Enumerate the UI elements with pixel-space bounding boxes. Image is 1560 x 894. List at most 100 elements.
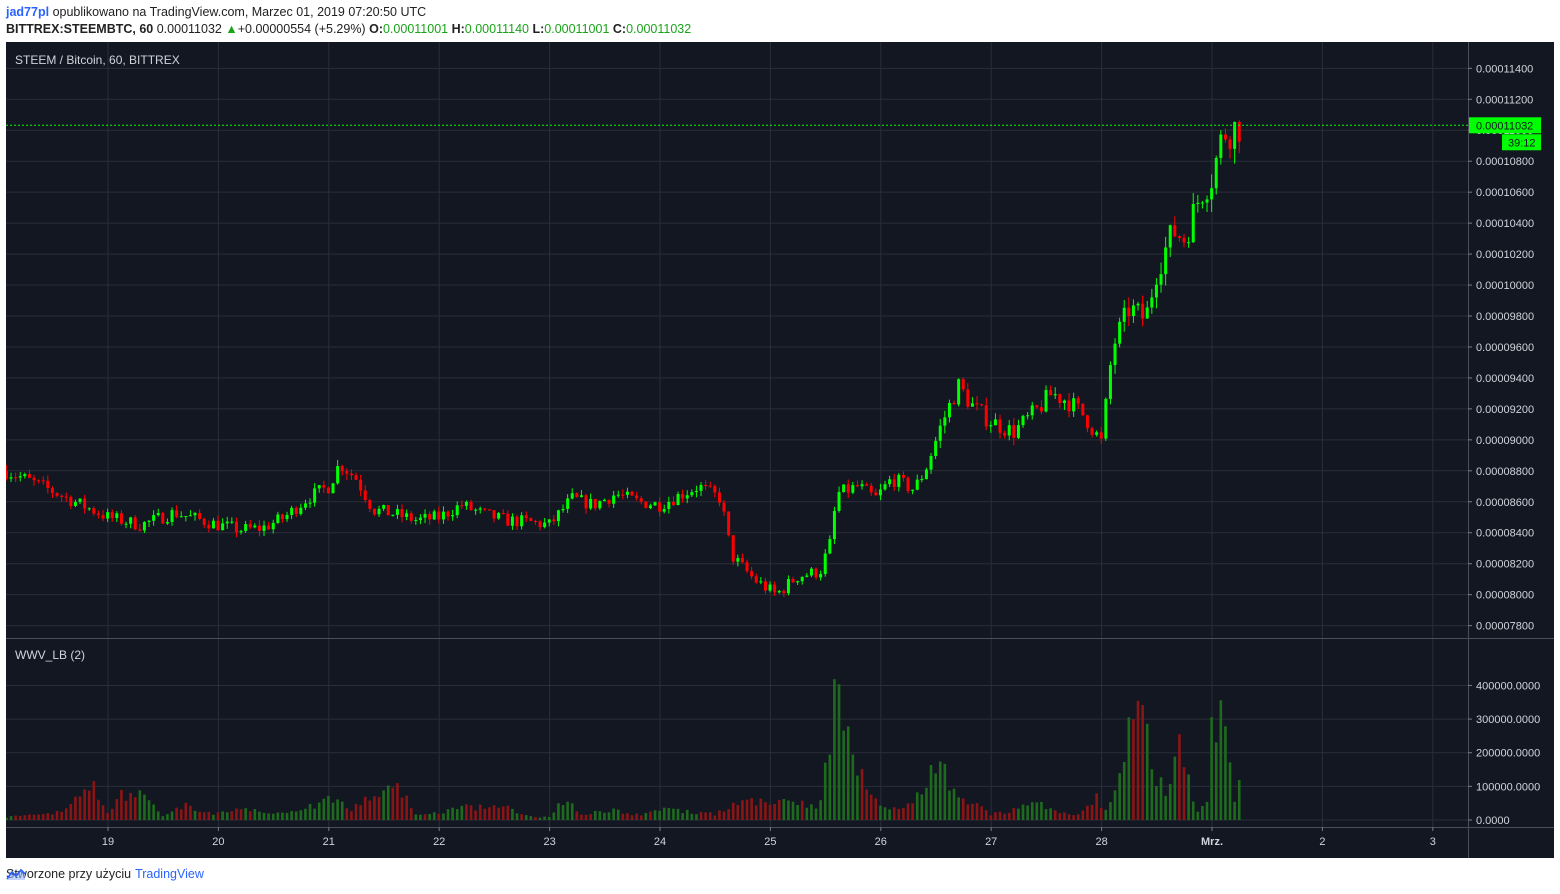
volume-bar (64, 808, 68, 820)
price-tick-label: 0.00010600 (1476, 187, 1534, 199)
candle-body (253, 525, 257, 528)
volume-bar (984, 810, 988, 820)
candle-body (349, 473, 353, 476)
tradingview-logo-icon (6, 868, 26, 880)
candle-body (1141, 303, 1145, 319)
volume-bar (69, 804, 73, 820)
volume-bar (630, 815, 634, 820)
volume-bar (846, 726, 850, 820)
candle-body (791, 579, 795, 583)
candle-body (483, 508, 487, 510)
chart-panel[interactable]: 0.000114000.000112000.000110000.00010800… (6, 42, 1554, 858)
volume-bar (451, 807, 454, 820)
candle-body (391, 514, 395, 516)
last-price-badge-label: 0.00011032 (1476, 120, 1533, 132)
volume-bar (32, 814, 36, 820)
volume-bar (1017, 808, 1020, 820)
volume-bar (938, 761, 942, 820)
volume-bar (28, 814, 31, 820)
volume-bar (1104, 809, 1108, 820)
last-price: 0.00011032 (156, 22, 222, 36)
candle-body (308, 502, 312, 504)
author-link[interactable]: jad77pl (6, 5, 50, 19)
volume-bar (1145, 723, 1149, 820)
candle-body (303, 503, 307, 508)
volume-bar (612, 808, 615, 820)
candle-body (322, 485, 326, 488)
price-tick-label: 0.00008200 (1476, 559, 1534, 571)
time-tick-label: 27 (985, 836, 997, 848)
candle-body (267, 525, 271, 530)
volume-bar (819, 800, 822, 820)
volume-bar (244, 808, 247, 820)
chart-svg[interactable]: 0.000114000.000112000.000110000.00010800… (6, 42, 1554, 858)
candle-body (782, 590, 786, 594)
volume-bar (681, 813, 684, 820)
volume-bar (189, 805, 192, 820)
candle-body (1049, 389, 1053, 396)
candle-body (648, 505, 652, 509)
volume-bar (216, 812, 220, 820)
volume-bar (317, 802, 321, 820)
volume-bar (1164, 795, 1167, 820)
volume-bar (534, 817, 537, 820)
published-text: opublikowano na TradingView.com, Marzec … (52, 5, 427, 19)
volume-bar (382, 790, 385, 820)
candle-body (892, 479, 896, 487)
candle-body (142, 521, 146, 531)
candle-body (694, 490, 698, 493)
open-value: 0.00011001 (382, 22, 449, 36)
candle-body (809, 568, 813, 576)
candle-body (331, 483, 335, 494)
candle-body (234, 521, 238, 533)
volume-bar (193, 810, 197, 820)
candle-body (437, 511, 441, 520)
volume-bar (649, 811, 652, 820)
candle-body (1062, 400, 1066, 404)
low-value: 0.00011001 (544, 22, 610, 36)
volume-bar (952, 788, 956, 820)
volume-bar (1201, 805, 1204, 820)
volume-bar (538, 817, 542, 820)
candle-body (727, 511, 731, 536)
volume-bar (175, 807, 178, 820)
volume-bar (235, 808, 238, 820)
volume-bar (750, 798, 753, 820)
candle-body (630, 491, 634, 496)
candle-body (561, 508, 565, 511)
volume-bar (419, 814, 422, 820)
price-tick-label: 0.00008400 (1476, 528, 1534, 540)
candle-body (73, 501, 77, 506)
volume-bar (432, 812, 436, 820)
candle-body (579, 495, 583, 498)
candle-body (612, 495, 616, 504)
candle-body (570, 493, 574, 499)
tradingview-link[interactable]: TradingView (6, 867, 204, 881)
volume-tick-label: 100000.0000 (1476, 781, 1540, 793)
volume-bar (1118, 773, 1121, 820)
candle-body (607, 499, 611, 504)
candle-body (441, 511, 445, 520)
volume-bar (520, 814, 523, 820)
candle-body (1145, 307, 1149, 319)
candle-body (984, 405, 988, 427)
volume-bar (805, 807, 809, 820)
candle-body (754, 576, 758, 583)
candle-body (368, 499, 372, 509)
volume-bar (363, 796, 367, 820)
chart-title: STEEM / Bitcoin, 60, BITTREX (15, 53, 180, 67)
volume-bar (690, 813, 694, 820)
volume-bar (989, 815, 993, 820)
volume-bar (506, 805, 510, 820)
volume-bar (736, 804, 740, 820)
candle-body (644, 501, 648, 509)
volume-bar (1086, 805, 1089, 820)
candle-body (920, 479, 924, 481)
candle-body (1228, 139, 1232, 149)
volume-bar (350, 811, 353, 820)
candle-body (524, 515, 528, 519)
candle-body (428, 514, 432, 520)
candle-body (101, 515, 105, 519)
candle-body (14, 477, 18, 479)
price-tick-label: 0.00009600 (1476, 342, 1534, 354)
